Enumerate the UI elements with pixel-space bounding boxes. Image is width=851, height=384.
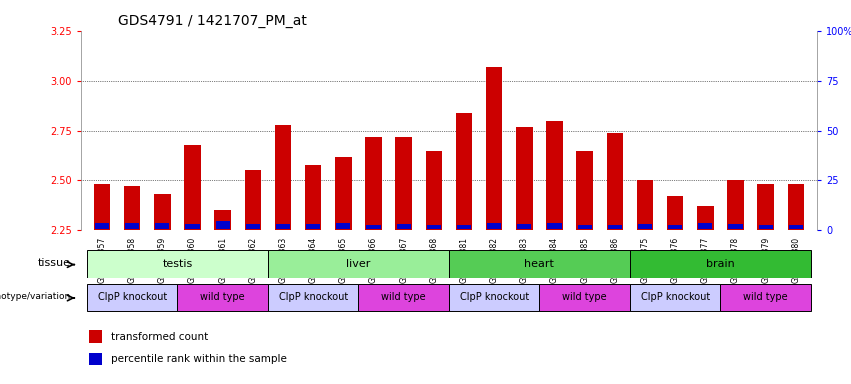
Bar	[215, 222, 230, 229]
Bar	[668, 225, 683, 229]
Bar	[268, 250, 449, 278]
Bar	[124, 187, 140, 230]
Text: testis: testis	[163, 259, 192, 269]
Bar	[516, 127, 533, 230]
Bar	[335, 157, 351, 230]
Bar	[721, 283, 811, 311]
Bar	[455, 113, 472, 230]
Text: percentile rank within the sample: percentile rank within the sample	[111, 354, 287, 364]
Bar	[758, 225, 773, 229]
Bar	[607, 132, 623, 230]
Bar	[728, 224, 743, 229]
Bar	[576, 151, 593, 230]
Bar	[667, 197, 683, 230]
Bar	[630, 283, 721, 311]
Bar	[697, 207, 714, 230]
Bar	[268, 283, 358, 311]
Bar	[89, 330, 102, 343]
Text: ClpP knockout: ClpP knockout	[641, 292, 710, 303]
Text: heart: heart	[524, 259, 554, 269]
Bar	[486, 67, 502, 230]
Text: wild type: wild type	[200, 292, 245, 303]
Bar	[177, 283, 268, 311]
Bar	[578, 225, 591, 229]
Bar	[547, 223, 562, 229]
Text: brain: brain	[706, 259, 734, 269]
Bar	[449, 250, 630, 278]
Bar	[154, 194, 170, 230]
Bar	[275, 124, 291, 230]
Bar	[125, 223, 140, 229]
Bar	[305, 164, 322, 230]
Text: transformed count: transformed count	[111, 331, 208, 341]
Bar	[449, 283, 540, 311]
Bar	[608, 225, 622, 229]
Bar	[155, 223, 169, 229]
Bar	[244, 170, 261, 230]
Bar	[457, 225, 471, 229]
Bar	[184, 144, 201, 230]
Bar	[95, 223, 109, 229]
Text: ClpP knockout: ClpP knockout	[278, 292, 348, 303]
Bar	[546, 121, 563, 230]
Text: ClpP knockout: ClpP knockout	[460, 292, 528, 303]
Bar	[87, 283, 177, 311]
Bar	[540, 283, 630, 311]
Bar	[426, 151, 443, 230]
Bar	[517, 224, 531, 229]
Text: genotype/variation: genotype/variation	[0, 292, 71, 301]
Text: ClpP knockout: ClpP knockout	[98, 292, 167, 303]
Bar	[94, 184, 111, 230]
Bar	[630, 250, 811, 278]
Text: tissue: tissue	[38, 258, 71, 268]
Bar	[214, 210, 231, 230]
Text: wild type: wild type	[381, 292, 426, 303]
Bar	[87, 250, 268, 278]
Bar	[728, 180, 744, 230]
Bar	[789, 225, 802, 229]
Bar	[246, 224, 260, 229]
Bar	[358, 283, 448, 311]
Bar	[787, 184, 804, 230]
Bar	[336, 223, 351, 229]
Bar	[365, 137, 382, 230]
Bar	[699, 223, 712, 229]
Text: wild type: wild type	[744, 292, 788, 303]
Bar	[638, 224, 652, 229]
Bar	[276, 224, 290, 229]
Text: wild type: wild type	[563, 292, 607, 303]
Bar	[397, 224, 411, 229]
Bar	[637, 180, 654, 230]
Bar	[89, 353, 102, 365]
Bar	[367, 225, 380, 229]
Bar	[186, 224, 199, 229]
Bar	[306, 224, 320, 229]
Bar	[396, 137, 412, 230]
Text: GDS4791 / 1421707_PM_at: GDS4791 / 1421707_PM_at	[117, 14, 306, 28]
Bar	[487, 223, 501, 229]
Bar	[426, 225, 441, 229]
Text: liver: liver	[346, 259, 370, 269]
Bar	[757, 184, 774, 230]
